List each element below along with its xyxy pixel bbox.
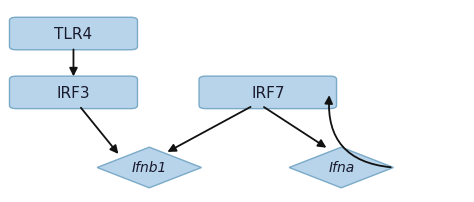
Polygon shape — [289, 147, 393, 188]
Text: IRF7: IRF7 — [251, 85, 284, 100]
FancyBboxPatch shape — [9, 77, 137, 109]
Polygon shape — [97, 147, 201, 188]
Text: TLR4: TLR4 — [55, 27, 92, 42]
FancyBboxPatch shape — [9, 18, 137, 50]
Text: Ifna: Ifna — [328, 161, 355, 175]
Text: Ifnb1: Ifnb1 — [132, 161, 167, 175]
FancyBboxPatch shape — [199, 77, 337, 109]
Text: IRF3: IRF3 — [57, 85, 90, 100]
